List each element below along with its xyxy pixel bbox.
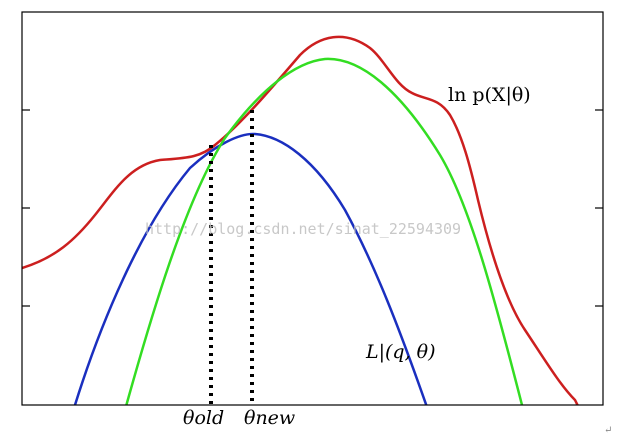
lower-bound-label: L|(q, θ) (365, 341, 436, 363)
theta-old-label: θold (183, 407, 224, 429)
lower-bound-new-curve (125, 57, 524, 405)
return-arrow-icon: ↵ (604, 425, 612, 436)
watermark-text: http://blog.csdn.net/sinat_22594309 (145, 220, 461, 238)
plot-frame (21, 11, 604, 406)
log-likelihood-label: ln p(X|θ) (448, 84, 531, 106)
log-likelihood-curve (22, 35, 579, 405)
tick-marks (22, 109, 603, 307)
lower-bound-old-curve (73, 132, 428, 405)
theta-new-label: θnew (244, 407, 295, 429)
